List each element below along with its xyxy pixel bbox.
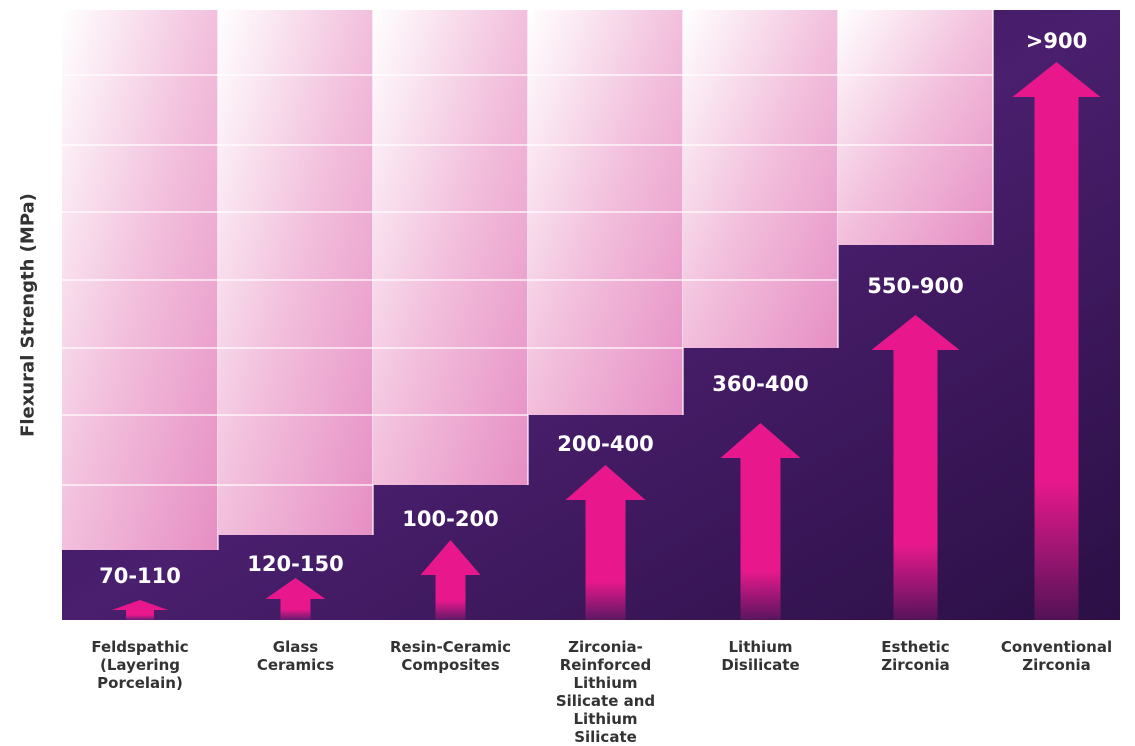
step-block [683,10,838,348]
arrow [265,578,326,620]
range-label: 120-150 [247,552,343,576]
arrow [420,540,481,620]
arrow [565,465,646,620]
range-label: 550-900 [867,274,963,298]
category-label: Glass Ceramics [256,638,335,674]
step-block [373,10,528,485]
arrow [871,315,960,620]
category-label: Esthetic Zirconia [881,638,950,674]
step-block [838,10,993,245]
category-label: Conventional Zirconia [1000,638,1113,674]
range-label: >900 [1026,29,1087,53]
range-label: 360-400 [712,372,808,396]
arrow [112,600,168,620]
step-block [218,10,373,535]
arrow [1012,62,1101,620]
arrow [720,423,801,620]
category-label: Feldspathic (Layering Porcelain) [91,638,189,692]
chart: 70-110 120-150 100-200 200-400 360-400 550-90… [62,10,1120,620]
y-axis-label: Flexural Strength (MPa) [17,193,39,437]
page: 70-110 120-150 100-200 200-400 360-400 550-90… [17,10,1120,746]
category-label: Lithium Disilicate [721,638,800,674]
range-label: 100-200 [402,507,498,531]
category-label: Resin-Ceramic Composites [389,638,512,674]
range-label: 200-400 [557,432,653,456]
range-label: 70-110 [99,564,181,588]
